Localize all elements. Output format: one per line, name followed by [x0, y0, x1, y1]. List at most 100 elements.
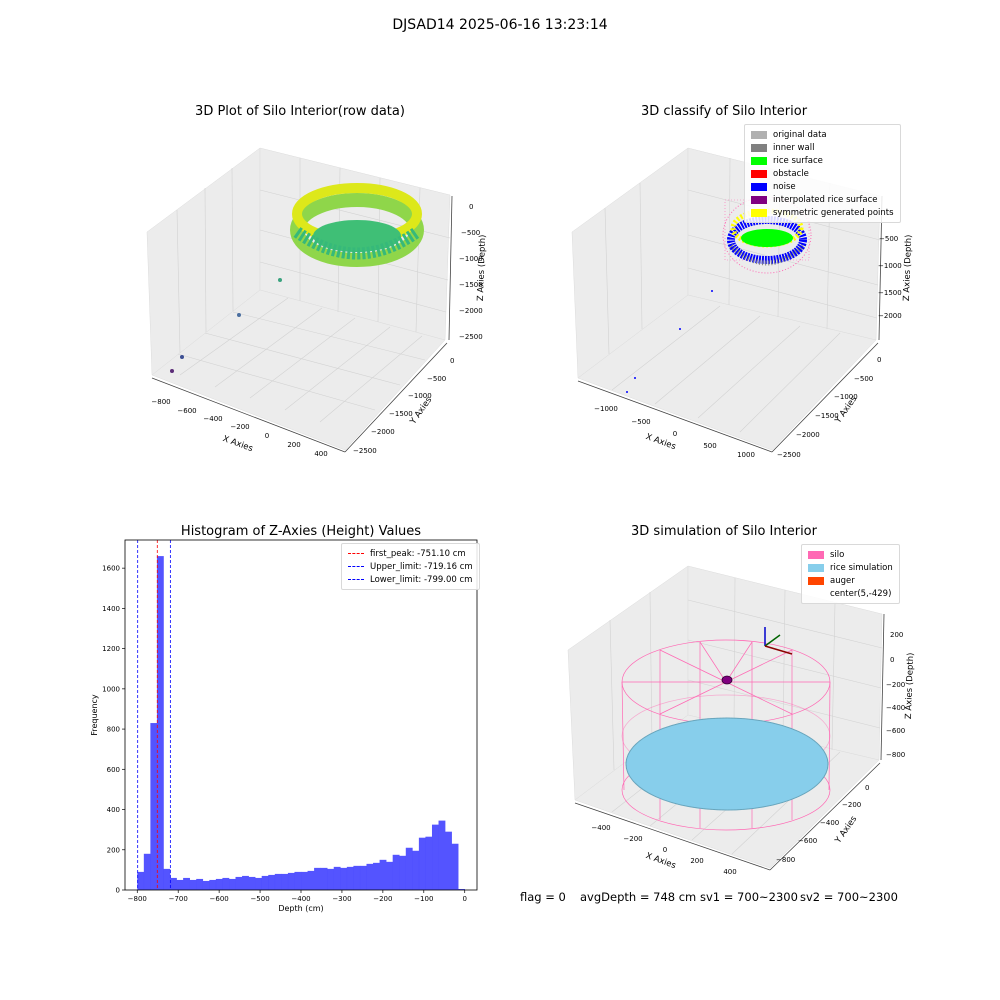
histogram-title: Histogram of Z-Axies (Height) Values [180, 524, 422, 539]
raw-zlabel: Z Axies (Depth) [476, 234, 488, 301]
histogram-bars [137, 556, 466, 890]
histogram-ytick-label: 1600 [102, 565, 120, 573]
simulation-ztick: −600 [886, 727, 905, 735]
histogram-ytick-label: 1000 [102, 685, 120, 693]
histogram-ytick-label: 1400 [102, 605, 120, 613]
raw-ztick: −1500 [459, 281, 483, 289]
histogram-ytick-label: 800 [107, 726, 120, 734]
histogram-legend-label: first_peak: -751.10 cm [370, 548, 466, 559]
raw-xtick: −400 [203, 415, 222, 423]
classify-points [626, 196, 812, 393]
classify-xtick: −500 [631, 418, 650, 426]
histogram-bar [183, 877, 190, 890]
classify-legend-item: symmetric generated points [751, 206, 894, 219]
classify-legend-swatch [751, 143, 767, 152]
histogram-bar [327, 868, 335, 890]
simulation-legend-item: center(5,-429) [808, 587, 893, 600]
histogram-bar [261, 875, 269, 890]
simulation-legend-label: center(5,-429) [830, 588, 892, 599]
figure-suptitle: DJSAD14 2025-06-16 13:23:14 [392, 17, 608, 33]
histogram-bar [202, 880, 210, 890]
histogram-bar [242, 875, 249, 890]
histogram-bar [274, 873, 282, 890]
raw-ztick: −2000 [459, 307, 483, 315]
histogram-bar [379, 859, 387, 890]
histogram-xtick-label: 0 [462, 895, 466, 903]
histogram-y-ticks: 0 200 400 600 800 1000 1200 1400 1600 [102, 565, 125, 895]
histogram-legend-item: first_peak: -751.10 cm [348, 547, 473, 560]
histogram-ytick-label: 0 [116, 887, 120, 895]
status-flag: flag = 0 [520, 890, 566, 904]
simulation-x-ticks: −400 −200 0 200 400 [591, 824, 736, 876]
classify-legend-label: original data [773, 129, 827, 140]
histogram-bar [373, 862, 380, 890]
histogram-bar [156, 556, 164, 890]
histogram-bar [359, 865, 367, 890]
histogram-bar [418, 837, 426, 890]
simulation-xtick: −200 [623, 835, 642, 843]
classify-ytick: −1500 [815, 412, 839, 420]
simulation-ztick: −800 [886, 751, 905, 759]
histogram-bar [445, 831, 452, 890]
raw-rings [170, 183, 424, 373]
histogram-bar [431, 824, 439, 890]
simulation-xtick: −400 [591, 824, 610, 832]
raw-ztick: −1000 [459, 255, 483, 263]
histogram-bar [405, 847, 413, 890]
raw-ytick: −500 [427, 375, 446, 383]
histogram-xlabel: Depth (cm) [278, 904, 323, 913]
simulation-3d-plot: −400 −200 0 200 400 X Axies 0 −200 −400 … [567, 565, 916, 876]
classify-legend-swatch [751, 195, 767, 204]
classify-ytick: −2500 [777, 451, 801, 459]
histogram-legend-line [348, 579, 364, 580]
raw-xtick: −800 [151, 398, 170, 406]
histogram-bar [353, 865, 361, 890]
auger-marker [721, 675, 733, 685]
classify-ztick: −1000 [878, 262, 902, 270]
histogram-legend-label: Upper_limit: -719.16 cm [370, 561, 473, 572]
classify-legend-item: rice surface [751, 154, 894, 167]
histogram-bar [268, 874, 276, 890]
histogram-bar [346, 866, 354, 890]
classify-legend-swatch [751, 208, 767, 217]
histogram-bar [235, 876, 243, 890]
classify-legend-swatch [751, 156, 767, 165]
rice-simulation-surface [625, 717, 829, 811]
histogram-bar [281, 873, 289, 890]
histogram-legend-line [348, 553, 364, 554]
simulation-z-ticks: 200 0 −200 −400 −600 −800 [886, 631, 905, 759]
histogram-xtick-label: −600 [210, 895, 229, 903]
simulation-axes [574, 613, 885, 871]
classify-legend-swatch [751, 130, 767, 139]
raw-xtick: −600 [177, 407, 196, 415]
classify-xtick: 0 [673, 430, 677, 438]
simulation-ztick: 0 [890, 656, 894, 664]
raw-xtick: 200 [287, 441, 300, 449]
raw-ytick: −1500 [389, 410, 413, 418]
classify-ztick: −2000 [878, 312, 902, 320]
raw-xtick: 0 [265, 432, 269, 440]
raw-ytick: −2000 [371, 428, 395, 436]
classify-ytick: 0 [877, 356, 881, 364]
raw-z-ticks: 0 −500 −1000 −1500 −2000 −2500 [459, 203, 483, 341]
classify-legend-item: interpolated rice surface [751, 193, 894, 206]
classify-plot-title: 3D classify of Silo Interior [640, 104, 808, 119]
simulation-legend-label: silo [830, 549, 845, 560]
simulation-y-ticks: 0 −200 −400 −600 −800 [776, 784, 869, 864]
histogram-bar [438, 820, 446, 890]
simulation-xtick: 400 [723, 868, 736, 876]
raw-ztick: −500 [461, 229, 480, 237]
histogram-bar [287, 872, 295, 890]
classify-zlabel: Z Axies (Depth) [902, 234, 914, 301]
raw-3d-plot: −800 −600 −400 −200 0 200 400 X Axies 0 … [146, 147, 488, 458]
classify-y-ticks: 0 −500 −1000 −1500 −2000 −2500 [777, 356, 881, 459]
histogram-bar [399, 855, 407, 890]
histogram-bar [340, 867, 348, 890]
simulation-legend-swatch [808, 550, 824, 559]
classify-legend-item: noise [751, 180, 894, 193]
histogram-xtick-label: −500 [250, 895, 269, 903]
classify-legend-item: obstacle [751, 167, 894, 180]
status-sv2: sv2 = 700~2300 [800, 890, 898, 904]
classify-legend-label: symmetric generated points [773, 207, 894, 218]
histogram-xtick-label: −400 [291, 895, 310, 903]
